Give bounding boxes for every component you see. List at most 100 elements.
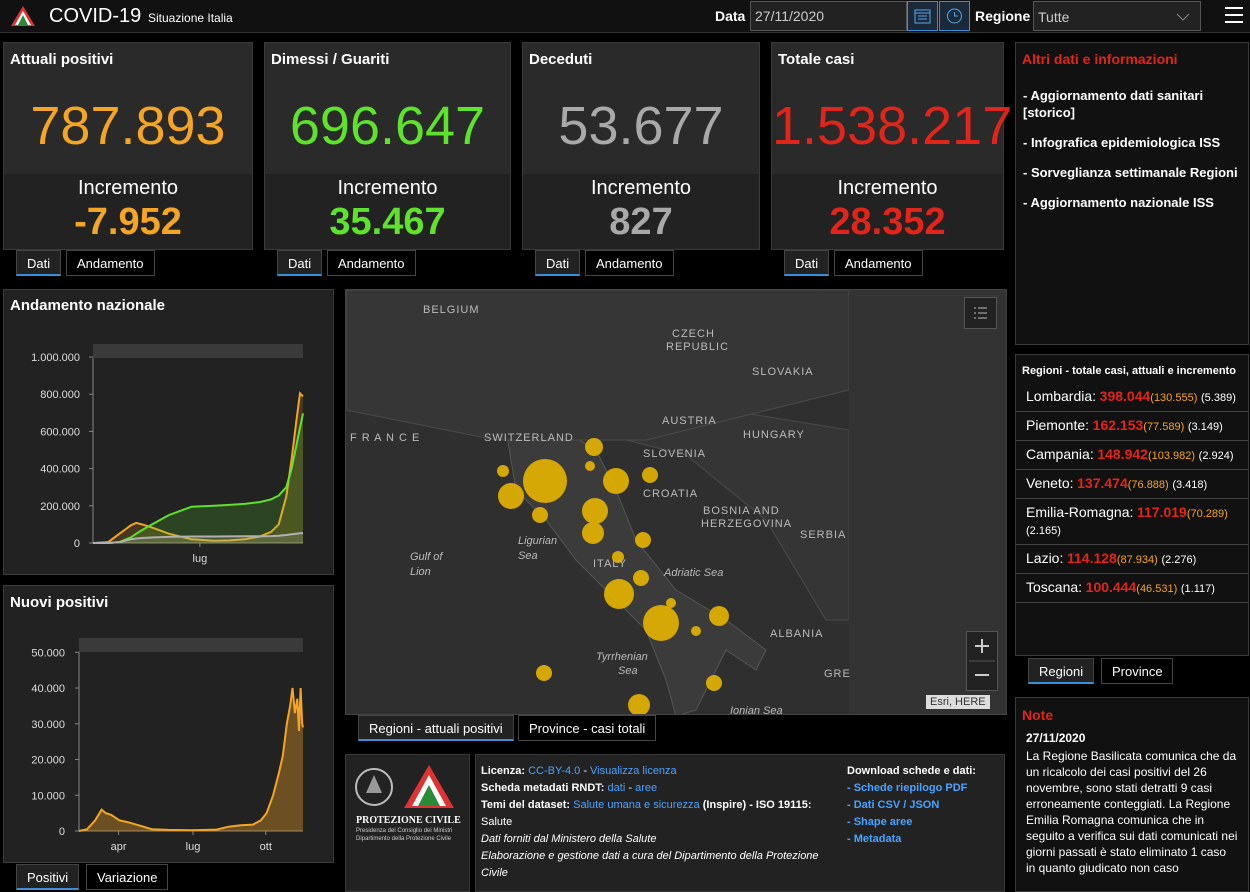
note-title: Note xyxy=(1022,707,1054,723)
logo-icon xyxy=(11,6,35,26)
map-label: Ionian Sea xyxy=(730,705,783,715)
map-label: ITALY xyxy=(593,558,627,570)
y-tick-label: 1.000.000 xyxy=(31,352,80,364)
y-tick-label: 800.000 xyxy=(40,389,80,401)
y-tick-label: 50.000 xyxy=(31,647,65,659)
rndt-dati[interactable]: dati xyxy=(607,782,626,794)
date-input[interactable]: 27/11/2020 xyxy=(750,1,907,31)
plot-header xyxy=(79,638,303,652)
x-tick-label: lug xyxy=(193,553,208,565)
map-label: ALBANIA xyxy=(770,628,824,640)
andamento-title: Andamento nazionale xyxy=(10,297,166,314)
y-tick-label: 400.000 xyxy=(40,464,80,476)
separator: - xyxy=(583,765,587,777)
tab-dati[interactable]: Dati xyxy=(535,250,581,276)
map-layer-button[interactable] xyxy=(964,297,997,329)
tab-regioni[interactable]: Regioni xyxy=(1028,658,1095,684)
download-link[interactable]: - Schede riepilogo PDF xyxy=(847,782,968,794)
map-shapes xyxy=(346,290,849,714)
zoom-controls xyxy=(966,631,998,691)
info-title: Altri dati e informazioni xyxy=(1022,51,1178,67)
region-name: Lazio: xyxy=(1026,550,1064,566)
map-label: HERZEGOVINA xyxy=(701,518,793,530)
info-link[interactable]: - Aggiornamento dati sanitari [storico] xyxy=(1023,88,1204,120)
zoom-icons[interactable] xyxy=(967,632,997,690)
map-label: SWITZERLAND xyxy=(484,432,574,444)
app-subtitle: Situazione Italia xyxy=(148,11,233,25)
info-link[interactable]: - Infografica epidemiologica ISS xyxy=(1023,135,1221,150)
tab-dati[interactable]: Dati xyxy=(277,250,323,276)
calendar-icon xyxy=(914,9,931,24)
map-label: SLOVENIA xyxy=(643,448,707,460)
license-label: Licenza: xyxy=(481,765,526,777)
themes-label: Temi del dataset: xyxy=(481,799,571,811)
regions-title: Regioni - totale casi, attuali e increme… xyxy=(1022,365,1236,377)
map-attribution: Esri, HERE xyxy=(926,695,990,709)
info-link[interactable]: - Sorveglianza settimanale Regioni xyxy=(1023,165,1238,180)
footer-meta: Licenza: CC-BY-4.0 - Visualizza licenza … xyxy=(481,763,841,882)
region-total: 162.153 xyxy=(1092,417,1144,433)
map-label: Adriatic Sea xyxy=(664,567,724,579)
tab-andamento[interactable]: Andamento xyxy=(66,250,155,276)
themes-link[interactable]: Salute umana e sicurezza xyxy=(573,799,700,811)
region-increment: (2.924) xyxy=(1198,450,1234,462)
region-row: Lazio: 114.128(87.934) (2.276) xyxy=(1016,545,1248,574)
tab-map-regioni[interactable]: Regioni - attuali positivi xyxy=(358,715,514,741)
nuovi-title: Nuovi positivi xyxy=(10,594,109,611)
region-select[interactable]: Tutte xyxy=(1033,1,1201,31)
region-increment: (3.149) xyxy=(1187,421,1223,433)
y-tick-label: 20.000 xyxy=(31,755,65,767)
license-link[interactable]: CC-BY-4.0 xyxy=(528,765,581,777)
region-row: Toscana: 100.444(46.531) (1.117) xyxy=(1016,574,1248,603)
nuovi-chart: 0 10.000 20.000 30.000 40.000 50.000 apr lug ott xyxy=(31,638,304,853)
card-value: 1.538.217 xyxy=(772,96,1013,156)
header: COVID-19 Situazione Italia Data 27/11/20… xyxy=(0,0,1250,33)
region-increment: (1.117) xyxy=(1180,583,1215,595)
download-link[interactable]: - Shape aree xyxy=(847,816,913,828)
info-links: - Aggiornamento dati sanitari [storico] -… xyxy=(1016,75,1248,211)
download-link[interactable]: - Dati CSV / JSON xyxy=(847,799,940,811)
info-link[interactable]: - Aggiornamento nazionale ISS xyxy=(1023,195,1214,210)
list-icon xyxy=(974,307,987,319)
logo-emblems xyxy=(355,765,454,808)
card-increment-label: Incremento xyxy=(77,177,179,199)
tab-map-province[interactable]: Province - casi totali xyxy=(518,715,657,741)
map-label: SERBIA xyxy=(800,529,847,541)
download-link[interactable]: - Metadata xyxy=(847,833,902,845)
time-button[interactable] xyxy=(939,1,970,31)
card-value: 787.893 xyxy=(30,96,226,156)
tab-andamento[interactable]: Andamento xyxy=(585,250,674,276)
map-label: AUSTRIA xyxy=(662,415,717,427)
region-name: Lombardia: xyxy=(1026,388,1097,404)
map-label: F R A N C E xyxy=(350,432,421,444)
nuovi-panel: Nuovi positivi 0 10.000 20.000 30.000 40.000… xyxy=(3,585,334,863)
region-row: Piemonte: 162.153(77.589) (3.149) xyxy=(1016,412,1248,441)
map[interactable]: BELGIUM CZECH REPUBLIC SLOVAKIA F R A N C E S… xyxy=(345,289,1007,715)
tab-dati[interactable]: Dati xyxy=(16,250,62,276)
region-row: Veneto: 137.474(76.888) (3.418) xyxy=(1016,470,1248,499)
note-text: La Regione Basilicata comunica che da un… xyxy=(1026,749,1238,875)
tab-dati[interactable]: Dati xyxy=(784,250,830,276)
region-total: 398.044 xyxy=(1099,388,1151,404)
region-name: Toscana: xyxy=(1026,579,1083,595)
rndt-aree[interactable]: aree xyxy=(635,782,658,794)
y-tick-label: 0 xyxy=(74,538,80,550)
menu-button[interactable] xyxy=(1224,6,1244,24)
tab-variazione[interactable]: Variazione xyxy=(86,864,169,890)
map-label: Gulf of xyxy=(410,551,443,563)
calendar-button[interactable] xyxy=(907,1,938,31)
tab-andamento[interactable]: Andamento xyxy=(834,250,923,276)
series-area xyxy=(93,393,303,543)
series-area xyxy=(79,688,303,831)
region-increment: (2.276) xyxy=(1161,554,1197,566)
license-view[interactable]: Visualizza licenza xyxy=(590,765,677,777)
tab-positivi[interactable]: Positivi xyxy=(16,864,80,890)
map-label: REPUBLIC xyxy=(666,341,730,353)
tab-andamento[interactable]: Andamento xyxy=(327,250,416,276)
info-panel: Altri dati e informazioni - Aggiornament… xyxy=(1015,42,1249,345)
y-tick-label: 40.000 xyxy=(31,683,65,695)
region-rows: Lombardia: 398.044(130.555) (5.389) Piemo… xyxy=(1016,383,1248,603)
tab-province[interactable]: Province xyxy=(1101,658,1173,684)
themes-line: Temi del dataset: Salute umana e sicurez… xyxy=(481,797,841,814)
card: Attuali positivi 787.893 Incremento -7.952 xyxy=(3,42,253,250)
